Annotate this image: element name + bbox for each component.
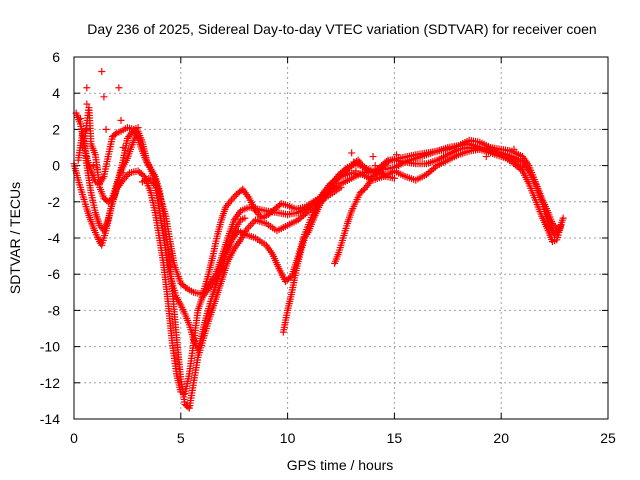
y-tick-label: -10	[40, 339, 60, 355]
y-axis-label: SDTVAR / TECUs	[7, 182, 23, 294]
x-axis-label: GPS time / hours	[287, 457, 394, 473]
y-tick-label: 0	[52, 158, 60, 174]
x-tick-label: 0	[70, 430, 78, 446]
x-tick-label: 20	[493, 430, 509, 446]
x-tick-label: 15	[387, 430, 403, 446]
y-tick-label: -6	[48, 266, 61, 282]
y-tick-label: -14	[40, 411, 60, 427]
y-tick-label: -4	[48, 230, 61, 246]
y-tick-label: -8	[48, 302, 61, 318]
x-tick-label: 25	[600, 430, 616, 446]
y-tick-label: -2	[48, 194, 61, 210]
sdtvar-chart: Day 236 of 2025, Sidereal Day-to-day VTE…	[0, 0, 640, 480]
y-tick-label: 6	[52, 49, 60, 65]
y-tick-label: -12	[40, 375, 60, 391]
y-tick-label: 4	[52, 85, 60, 101]
x-tick-label: 5	[177, 430, 185, 446]
chart-title: Day 236 of 2025, Sidereal Day-to-day VTE…	[87, 21, 596, 37]
x-tick-label: 10	[280, 430, 296, 446]
y-tick-label: 2	[52, 121, 60, 137]
chart-background	[0, 0, 640, 480]
